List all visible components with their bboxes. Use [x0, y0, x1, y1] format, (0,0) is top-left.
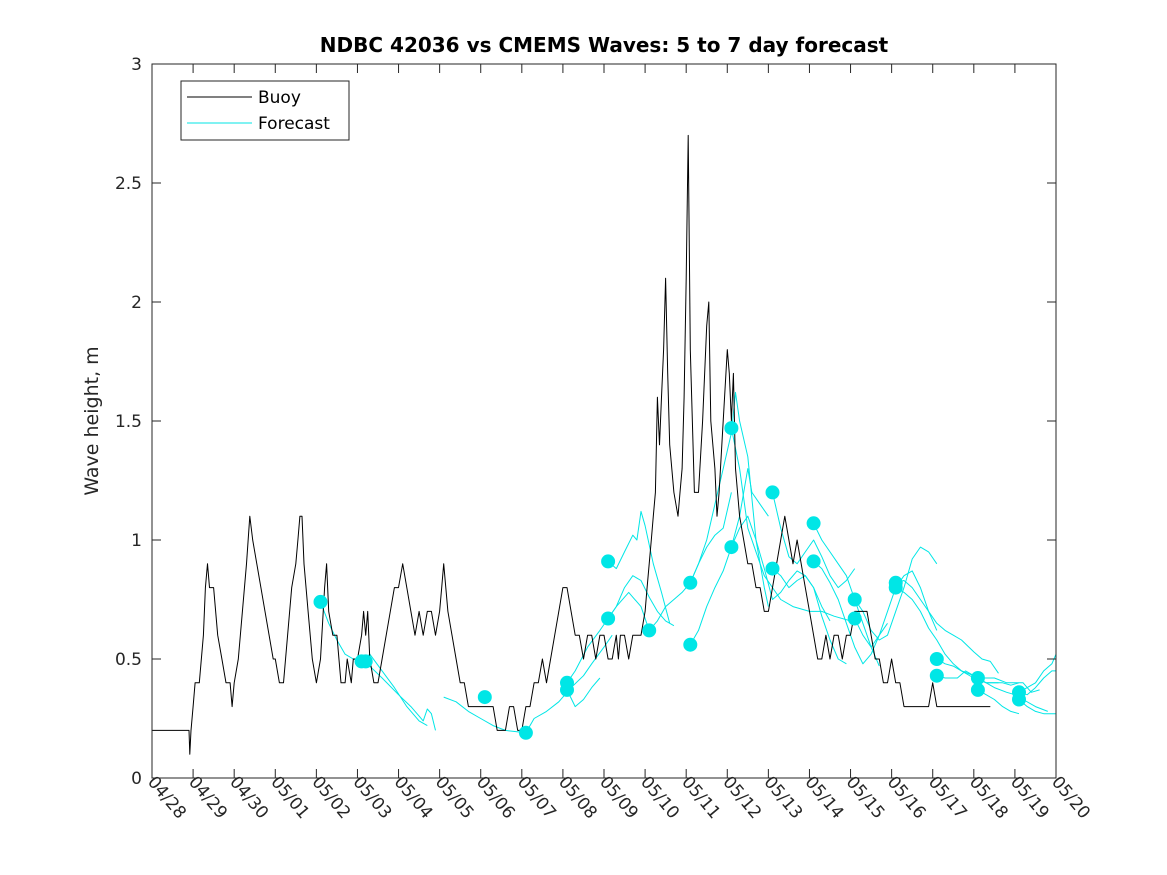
y-tick-label-0: 0 — [131, 769, 142, 789]
forecast-series-line-1 — [320, 601, 436, 731]
forecast-start-marker-8 — [601, 611, 616, 626]
legend-buoy-label: Buoy — [258, 88, 301, 108]
forecast-start-marker-2 — [358, 654, 373, 669]
forecast-series-line-26 — [1018, 670, 1056, 696]
forecast-start-marker-4 — [518, 725, 533, 740]
legend-box — [180, 80, 350, 141]
forecast-start-marker-12 — [724, 421, 739, 436]
forecast-series-line-20 — [895, 580, 999, 674]
forecast-series-line-7 — [607, 510, 671, 624]
forecast-start-marker-9 — [642, 623, 657, 638]
forecast-series-line-27 — [1018, 699, 1056, 715]
forecast-series-line-8 — [607, 575, 675, 627]
forecast-start-marker-10 — [683, 575, 698, 590]
forecast-start-marker-6 — [560, 675, 574, 690]
forecast-start-marker-27 — [1012, 692, 1026, 707]
y-tick-label-6: 3 — [131, 55, 142, 75]
legend-forecast-label: Forecast — [258, 114, 330, 134]
chart-title: NDBC 42036 vs CMEMS Waves: 5 to 7 day fo… — [320, 33, 889, 57]
forecast-series-line-24 — [977, 677, 1020, 686]
forecast-series-line-25 — [977, 689, 1020, 715]
forecast-start-marker-7 — [601, 554, 616, 569]
forecast-start-marker-24 — [970, 671, 985, 685]
forecast-start-marker-0 — [313, 594, 328, 609]
forecast-start-marker-14 — [765, 485, 780, 500]
forecast-series-line-22 — [936, 658, 1040, 693]
y-tick-label-5: 2.5 — [115, 174, 142, 194]
forecast-marker-layer — [313, 421, 1026, 740]
forecast-start-marker-11 — [683, 637, 698, 652]
buoy-series-line — [152, 134, 991, 755]
forecast-start-marker-21 — [888, 580, 903, 595]
forecast-series-line-11 — [689, 391, 769, 607]
legend: Buoy Forecast — [180, 80, 350, 141]
plot-area — [152, 64, 1056, 778]
y-tick-label-2: 1 — [131, 531, 142, 551]
y-tick-label-1: 0.5 — [115, 650, 142, 670]
forecast-start-marker-3 — [477, 690, 492, 705]
forecast-series-line-18 — [854, 546, 938, 641]
forecast-start-marker-25 — [970, 682, 985, 697]
forecast-start-marker-22 — [929, 652, 944, 666]
forecast-start-marker-13 — [724, 540, 739, 555]
forecast-series-line-15 — [772, 568, 847, 665]
forecast-start-marker-17 — [806, 554, 821, 569]
forecast-start-marker-23 — [929, 668, 944, 683]
forecast-start-marker-15 — [765, 561, 780, 576]
y-tick-label-3: 1.5 — [115, 412, 142, 432]
forecast-series-line-5 — [566, 677, 601, 708]
forecast-series-line-16 — [813, 523, 880, 667]
forecast-series-line-28 — [1018, 654, 1057, 693]
y-axis-label: Wave height, m — [81, 346, 103, 495]
forecast-start-marker-18 — [847, 592, 862, 607]
forecast-start-marker-16 — [806, 516, 821, 531]
forecast-series-line-14 — [772, 492, 856, 589]
forecast-start-marker-19 — [847, 611, 862, 626]
y-tick-label-4: 2 — [131, 293, 142, 313]
